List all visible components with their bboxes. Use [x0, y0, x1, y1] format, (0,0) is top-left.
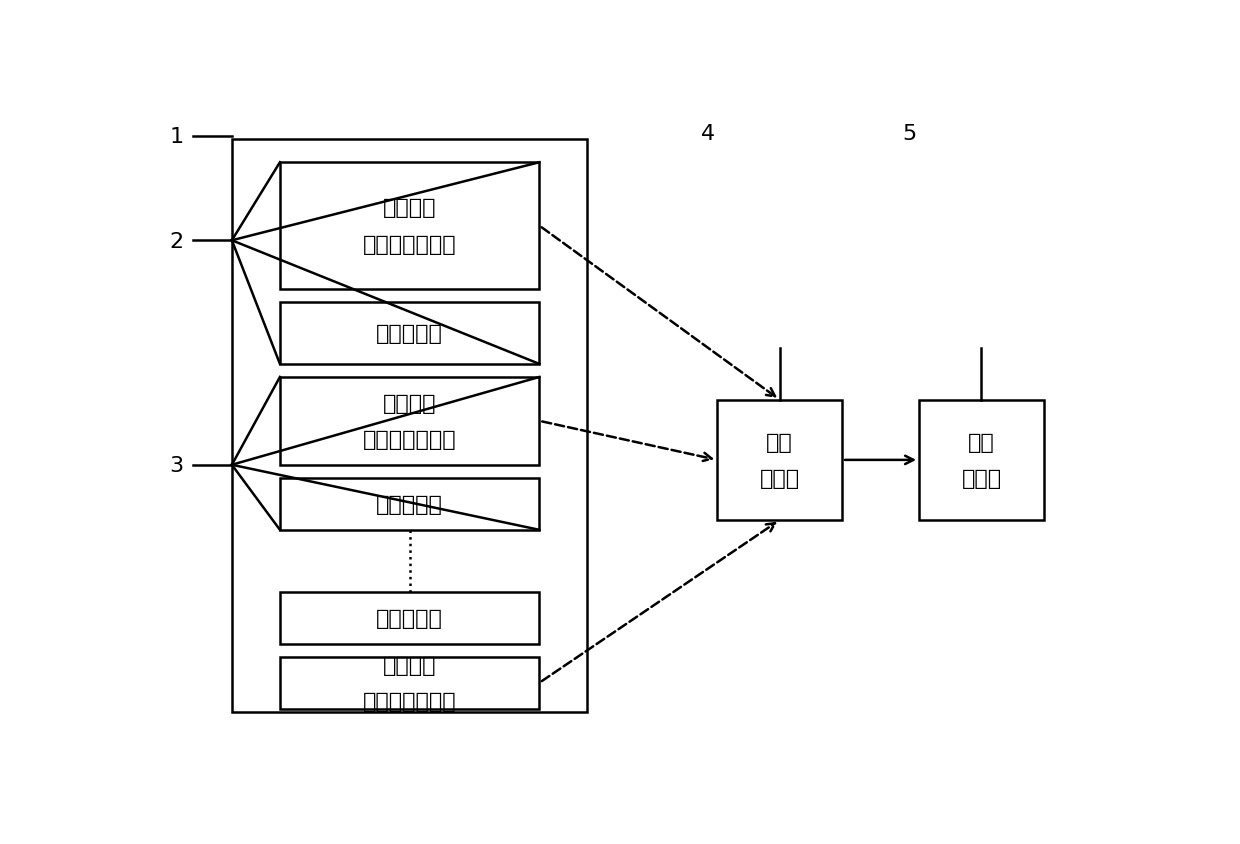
Bar — [280, 657, 539, 709]
Text: 5: 5 — [903, 124, 916, 144]
Text: 1: 1 — [170, 127, 184, 147]
Text: （含无线模块）: （含无线模块） — [363, 691, 456, 711]
Bar — [232, 140, 588, 712]
Text: 无线: 无线 — [766, 432, 794, 452]
Text: 远端: 远端 — [968, 432, 994, 452]
Text: 2: 2 — [170, 231, 184, 252]
Text: 4: 4 — [701, 124, 715, 144]
Bar — [717, 400, 842, 521]
Text: 测试探头: 测试探头 — [383, 393, 436, 413]
Bar — [280, 163, 539, 289]
Text: 计算机: 计算机 — [961, 468, 1002, 489]
Text: 3: 3 — [170, 456, 184, 475]
Text: 测试探头: 测试探头 — [383, 655, 436, 674]
Text: 避雷器阀片: 避雷器阀片 — [376, 495, 443, 514]
Text: 避雷器阀片: 避雷器阀片 — [376, 323, 443, 344]
Text: （含无线模块）: （含无线模块） — [363, 430, 456, 450]
Bar — [280, 377, 539, 465]
Text: 避雷器阀片: 避雷器阀片 — [376, 608, 443, 628]
Bar — [280, 592, 539, 644]
Bar — [280, 479, 539, 530]
Bar — [280, 303, 539, 365]
Text: 接收机: 接收机 — [760, 468, 800, 489]
Bar — [919, 400, 1044, 521]
Text: 测试探头: 测试探头 — [383, 198, 436, 218]
Text: （含无线模块）: （含无线模块） — [363, 235, 456, 255]
